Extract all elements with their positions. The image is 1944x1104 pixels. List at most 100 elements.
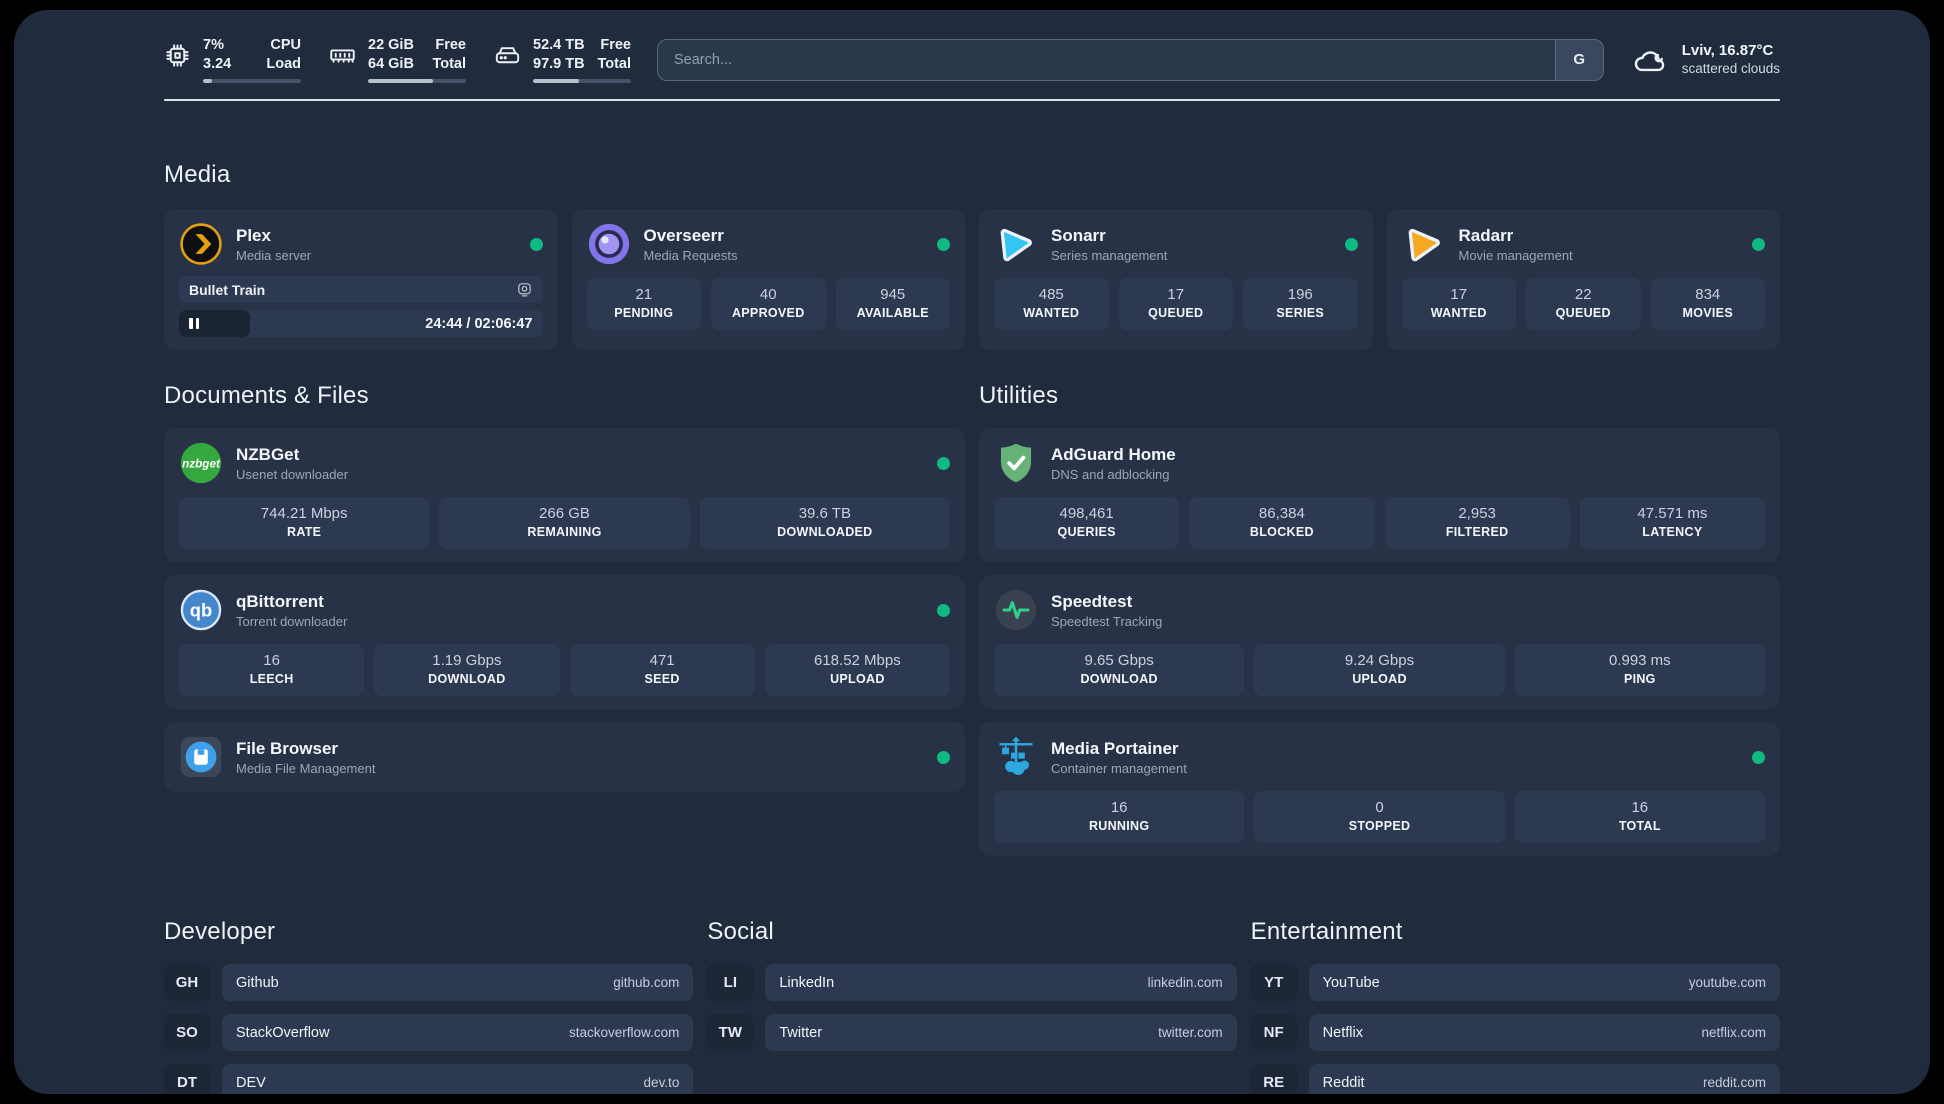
svg-text:nzbget: nzbget xyxy=(182,457,221,470)
link-name: Netflix xyxy=(1322,1024,1363,1041)
disk-icon xyxy=(495,47,520,64)
stat-box: 9.24 Gbps UPLOAD xyxy=(1254,644,1505,696)
service-subtitle: Speedtest Tracking xyxy=(1051,613,1163,629)
service-title: Sonarr xyxy=(1051,225,1106,245)
link-item-netflix[interactable]: NF Netflix netflix.com xyxy=(1250,1014,1780,1051)
playback-time: 24:44 / 02:06:47 xyxy=(425,315,533,332)
status-dot xyxy=(529,237,543,251)
status-dot xyxy=(937,603,950,617)
link-url: reddit.com xyxy=(1702,1075,1766,1090)
service-title: qBittorrent xyxy=(236,591,324,611)
stat-value: 2,953 xyxy=(1458,505,1496,522)
service-card-adguard[interactable]: AdGuard Home DNS and adblocking 498,461 … xyxy=(979,428,1780,562)
stat-value: 86,384 xyxy=(1258,505,1305,522)
sonarr-icon xyxy=(994,222,1038,266)
link-abbr: LI xyxy=(707,964,754,1001)
stat-value: 0 xyxy=(1375,799,1384,816)
stat-label: FILTERED xyxy=(1445,525,1509,539)
cpu-usage-value: 7% xyxy=(203,37,224,53)
stat-box: 2,953 FILTERED xyxy=(1384,497,1570,549)
link-url: youtube.com xyxy=(1688,975,1766,990)
section-title-social: Social xyxy=(707,918,774,945)
service-card-portainer[interactable]: Media Portainer Container management 16 … xyxy=(979,722,1780,856)
service-card-overseerr[interactable]: Overseerr Media Requests 21 PENDING 40 A… xyxy=(571,209,965,350)
link-abbr: GH xyxy=(164,964,210,1001)
stat-box: 834 MOVIES xyxy=(1650,278,1765,330)
ram-total-label: Total xyxy=(432,56,466,72)
service-card-speedtest[interactable]: Speedtest Speedtest Tracking 9.65 Gbps D… xyxy=(979,575,1780,709)
stat-box: 16 RUNNING xyxy=(994,791,1245,843)
stat-box: 1.19 Gbps DOWNLOAD xyxy=(374,644,560,696)
stat-label: PENDING xyxy=(614,306,674,320)
link-url: dev.to xyxy=(643,1075,680,1090)
service-card-radarr[interactable]: Radarr Movie management 17 WANTED 22 QUE… xyxy=(1386,209,1780,350)
service-title: File Browser xyxy=(236,738,339,758)
entertainment-links: Entertainment YT YouTube youtube.com NF … xyxy=(1250,918,1780,1094)
link-item-dev[interactable]: DT DEV dev.to xyxy=(164,1064,694,1094)
service-title: Radarr xyxy=(1458,225,1514,245)
utilities-column: Utilities AdGuard Home DNS and adblockin… xyxy=(979,382,1780,856)
status-dot xyxy=(937,750,950,764)
stat-box: 471 SEED xyxy=(569,644,755,696)
link-abbr: SO xyxy=(164,1014,210,1051)
ram-free-value: 22 GiB xyxy=(368,37,414,53)
search-bar: G xyxy=(657,38,1604,81)
qbittorrent-icon: qb xyxy=(179,588,223,632)
playback-progress-bar[interactable]: 24:44 / 02:06:47 xyxy=(179,310,543,337)
stat-value: 834 xyxy=(1695,286,1721,303)
stat-box: 744.21 Mbps RATE xyxy=(179,497,430,549)
speedtest-icon xyxy=(994,588,1038,632)
service-card-nzbget[interactable]: nzbget NZBGet Usenet downloader 744.21 M… xyxy=(164,428,965,562)
stat-box: 47.571 ms LATENCY xyxy=(1579,497,1765,549)
stat-value: 17 xyxy=(1167,286,1185,303)
link-abbr: NF xyxy=(1250,1014,1297,1051)
developer-links: Developer GH Github github.com SO StackO… xyxy=(164,918,694,1094)
stat-label: DOWNLOAD xyxy=(428,672,506,686)
stat-label: SEED xyxy=(644,672,680,686)
link-item-stackoverflow[interactable]: SO StackOverflow stackoverflow.com xyxy=(164,1014,694,1051)
stat-box: 39.6 TB DOWNLOADED xyxy=(699,497,950,549)
cpu-load-value: 3.24 xyxy=(203,56,232,72)
now-playing-row: Bullet Train xyxy=(179,276,543,303)
stat-label: APPROVED xyxy=(731,306,805,320)
service-card-filebrowser[interactable]: File Browser Media File Management xyxy=(164,722,965,792)
link-item-linkedin[interactable]: LI LinkedIn linkedin.com xyxy=(707,964,1237,1001)
stat-value: 16 xyxy=(263,652,280,669)
link-item-youtube[interactable]: YT YouTube youtube.com xyxy=(1250,964,1780,1001)
link-url: twitter.com xyxy=(1158,1025,1223,1040)
status-dot xyxy=(937,237,950,251)
cpu-icon xyxy=(166,44,189,67)
plex-icon xyxy=(179,222,223,266)
status-dot xyxy=(1344,237,1358,251)
stat-value: 22 xyxy=(1574,286,1592,303)
stat-box: 266 GB REMAINING xyxy=(439,497,690,549)
link-url: linkedin.com xyxy=(1147,975,1223,990)
link-name: YouTube xyxy=(1322,974,1380,991)
stat-label: REMAINING xyxy=(527,525,602,539)
link-item-twitter[interactable]: TW Twitter twitter.com xyxy=(707,1014,1237,1051)
stat-label: TOTAL xyxy=(1618,819,1661,833)
video-icon xyxy=(517,283,531,297)
search-provider-button[interactable]: G xyxy=(1554,39,1603,80)
service-card-plex[interactable]: Plex Media server Bullet Train xyxy=(164,209,558,350)
stat-value: 17 xyxy=(1450,286,1468,303)
link-url: github.com xyxy=(613,975,680,990)
stat-box: 40 APPROVED xyxy=(711,278,826,330)
disk-total-label: Total xyxy=(597,56,631,72)
service-card-sonarr[interactable]: Sonarr Series management 485 WANTED 17 Q… xyxy=(979,209,1373,350)
link-item-reddit[interactable]: RE Reddit reddit.com xyxy=(1250,1064,1780,1094)
search-input[interactable] xyxy=(658,39,1555,80)
service-card-qbittorrent[interactable]: qb qBittorrent Torrent downloader 16 LEE… xyxy=(164,575,965,709)
svg-text:qb: qb xyxy=(190,600,212,621)
stat-value: 471 xyxy=(649,652,675,669)
stat-value: 21 xyxy=(635,286,653,303)
link-item-github[interactable]: GH Github github.com xyxy=(164,964,694,1001)
link-abbr: RE xyxy=(1250,1064,1297,1094)
memory-stat: 22 GiB 64 GiB Free Total xyxy=(329,36,466,83)
section-title-documents: Documents & Files xyxy=(164,382,369,409)
service-title: AdGuard Home xyxy=(1051,444,1176,464)
stat-value: 9.24 Gbps xyxy=(1344,652,1415,669)
stat-value: 9.65 Gbps xyxy=(1084,652,1154,669)
stat-value: 266 GB xyxy=(539,505,590,522)
stat-value: 47.571 ms xyxy=(1637,505,1708,522)
